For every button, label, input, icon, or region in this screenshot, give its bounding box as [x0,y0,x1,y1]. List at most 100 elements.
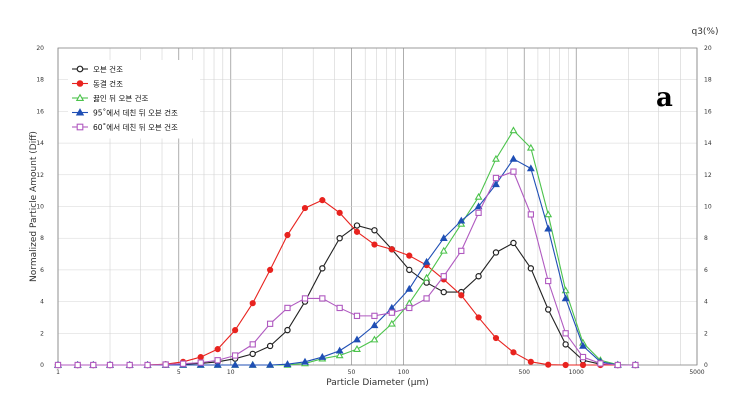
y-tick-label: 10 [36,204,44,211]
data-point [353,312,361,320]
y-tick-label: 18 [36,77,44,84]
data-point [406,304,413,312]
data-point [475,314,482,321]
y2-tick-label: 18 [704,77,712,84]
y2-tick-label: 2 [704,330,708,337]
series-4 [54,154,640,368]
data-point [510,349,517,356]
data-point [562,341,569,348]
y2-tick-label: 0 [704,362,708,369]
data-point [509,126,518,134]
series-line [58,170,636,366]
data-point [579,353,587,361]
data-point [562,361,569,369]
x-tick-label: 1000 [569,369,584,376]
data-point [301,295,309,302]
data-point [526,164,535,172]
data-point [545,277,552,285]
data-point [579,341,587,349]
data-point [562,330,569,337]
data-point [406,252,413,259]
data-point [284,326,291,334]
data-point [76,80,84,87]
y2-axis-ticks: 0 2 4 6 8 10 12 14 16 18 20 [704,45,712,369]
data-point [353,228,361,235]
data-point [579,361,587,369]
series-line [58,158,636,366]
data-point [388,309,395,316]
data-point [422,257,431,265]
data-point [492,154,500,162]
data-point [283,360,292,368]
y-tick-label: 12 [36,172,44,179]
y2-tick-label: 8 [704,235,708,242]
panel-label: a [656,83,673,113]
data-point [197,353,204,361]
data-point [74,361,81,369]
data-point [284,304,291,312]
series-line [58,129,636,366]
data-point [492,249,500,256]
data-point [318,352,327,360]
data-point [335,351,344,359]
plot-frame [57,47,698,366]
data-point [231,360,240,368]
y-tick-label: 8 [40,235,44,242]
x-tick-label: 50 [348,369,356,376]
y2-tick-label: 20 [704,45,712,52]
data-point [353,222,361,229]
data-point [614,361,621,369]
x-axis-title: Particle Diameter (µm) [326,378,429,388]
data-point [90,361,97,369]
y2-tick-label: 16 [704,108,712,115]
data-point [387,319,396,327]
data-point [353,335,361,343]
data-point [544,224,553,232]
legend-item-3: 끓인 뒤 오븐 건조 [72,93,149,103]
data-point [492,180,500,188]
data-point [319,265,326,272]
y2-axis-title: q3(%) [691,27,718,37]
data-point [76,123,84,131]
data-point [492,334,500,342]
data-point [319,197,326,204]
data-point [106,361,114,369]
y2-tick-label: 4 [704,299,708,306]
data-point [335,346,344,354]
legend-label: 동결 건조 [93,78,123,88]
data-point [179,360,187,367]
data-point [544,210,553,218]
y-tick-label: 14 [36,140,44,147]
series-line [58,224,636,366]
data-point [266,342,274,350]
data-point [561,294,570,302]
data-point [267,266,274,273]
data-point [545,361,552,368]
legend-item-1: 오븐 건조 [72,64,123,74]
data-point [439,234,448,241]
data-point [510,239,517,247]
legend-item-4: 95˚에서 데친 뒤 오븐 건조 [72,107,178,117]
data-point [249,300,256,307]
data-point [75,108,85,116]
data-point [76,65,84,73]
data-point [458,292,465,299]
data-point [232,327,239,334]
y-tick-label: 2 [40,330,44,337]
data-point [248,360,257,368]
data-point [439,246,448,254]
data-point [492,174,500,182]
data-point [475,273,482,280]
x-tick-label: 1 [56,369,60,376]
data-point [370,321,379,329]
legend-item-5: 60˚에서 데친 뒤 오븐 건조 [72,122,178,132]
data-point [249,341,256,348]
y-axis-title: Normalized Particle Amount (Diff) [29,131,39,282]
data-point [527,358,534,365]
x-tick-label: 100 [398,369,410,376]
series-3 [54,126,640,368]
data-point [457,216,466,224]
data-point [457,219,466,227]
data-point [371,227,378,234]
